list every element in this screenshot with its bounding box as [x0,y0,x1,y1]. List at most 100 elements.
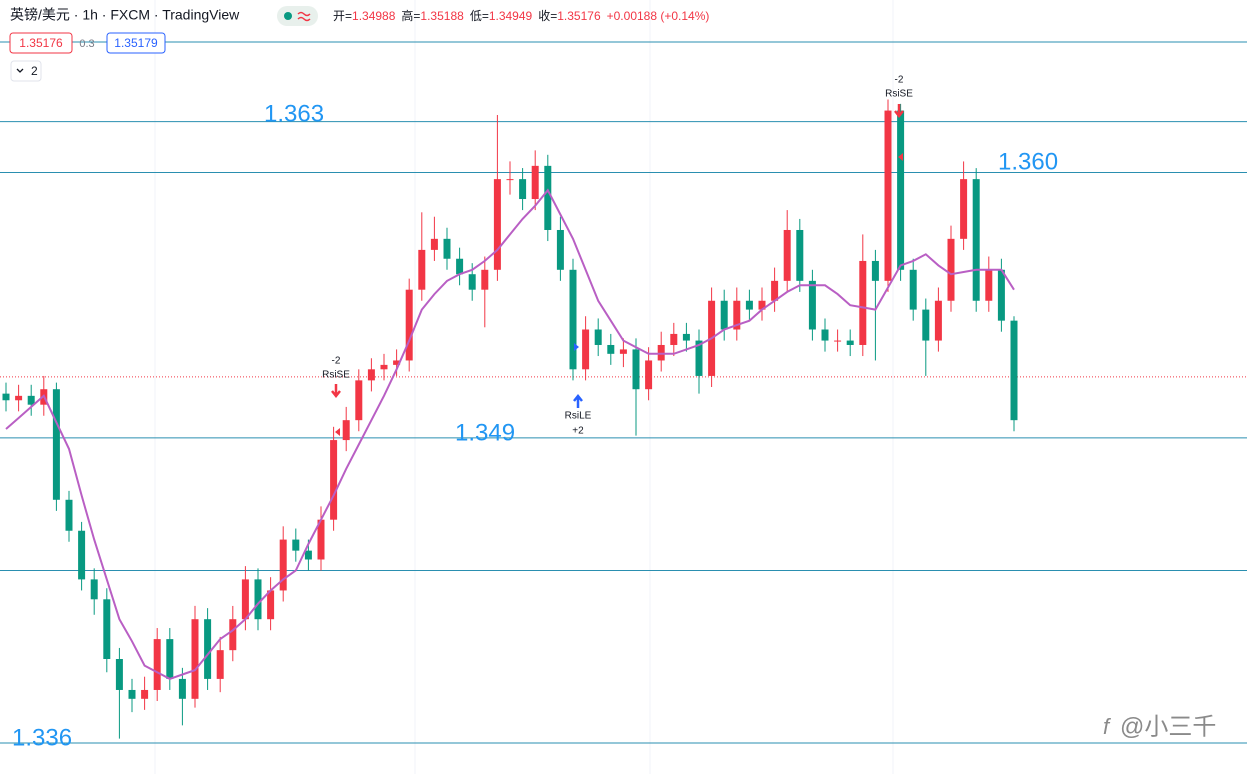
level-label: 1.349 [455,419,515,446]
level-label: 1.363 [264,100,324,127]
candle-body [330,440,338,520]
moving-average [5,188,1015,680]
candle-body [997,269,1005,321]
signal-arrow [894,104,904,119]
candle-body [821,329,829,341]
ask-price: 1.35179 [114,36,158,50]
signal-arrow [573,393,583,408]
level-label: 1.360 [998,148,1058,175]
candle-body [796,229,804,281]
candle-body [279,539,287,591]
candle-body [367,369,375,381]
ohlc-label: 高= [401,8,420,23]
spread: 0.3 [79,38,94,50]
ohlc-value: 1.35188 [420,9,464,23]
candle-body [1010,320,1018,421]
candle-body [78,530,86,580]
ohlc-readout: 开=1.34988 高=1.35188 低=1.34949 收=1.35176 +0.0… [333,8,709,23]
candle-body [267,590,275,620]
candle-body [582,329,590,370]
chevron-icon [16,68,24,73]
ohlc-value: 1.35176 [557,9,601,23]
candle-body [481,269,489,290]
candle-body [531,165,539,200]
candle-body [897,110,905,270]
candle-body [544,165,552,230]
ohlc-label: 开= [333,9,352,23]
candle-body [241,579,249,620]
candle-body [569,269,577,370]
candle-body [2,393,10,401]
candle-body [632,349,640,390]
candle-body [657,344,665,361]
candle-body [808,280,816,330]
candle-body [342,420,350,441]
candle-body [758,300,766,310]
status-dot [284,12,292,20]
candle-body [456,258,464,275]
candle-body [859,260,867,345]
indicator-toggle[interactable] [10,60,42,82]
candle-body [65,499,73,531]
signal-name: RsiSE [322,370,350,381]
ohlc-label: 低= [470,9,489,23]
candle-body [405,289,413,361]
candle-body [103,599,111,660]
status-badge[interactable] [277,6,318,26]
candle-body [733,300,741,330]
candle-body [443,238,451,259]
candle-body [304,550,312,560]
candle-body [254,579,262,620]
ask-box[interactable] [106,32,166,54]
candle-body [430,238,438,250]
candle-body [834,340,842,342]
watermark-logo: f [1103,714,1112,739]
candle-body [166,639,174,679]
candle-body [594,329,602,345]
candle-body [846,340,854,345]
candle-body [52,389,60,500]
indicator-count: 2 [31,64,38,78]
candle-body [783,229,791,281]
signal-qty: -2 [895,75,904,86]
ohlc-label: 收= [538,9,557,23]
signal-name: RsiLE [565,411,592,422]
candle-body [90,579,98,600]
candle-body [670,333,678,345]
candle-body [393,360,401,365]
candle-body [418,249,426,290]
candle-body [985,269,993,301]
candle-body [355,380,363,421]
candle-body [292,539,300,551]
candle-body [607,344,615,354]
candle-body [934,300,942,341]
signal-marker [898,153,903,161]
candle-body [128,689,136,699]
ohlc-value: 1.34988 [352,9,396,23]
candle-body [380,364,388,370]
signal-qty: +2 [572,426,584,437]
candle-body [720,300,728,330]
candle-body [909,269,917,310]
watermark: f @小三千 [1103,713,1216,740]
signal-name: RsiSE [885,89,913,100]
candle-body [178,678,186,699]
candle-body [771,280,779,301]
candle-body [519,179,527,200]
candle-body [229,619,237,651]
bid-box[interactable] [9,32,73,54]
candle-body [204,619,212,679]
candle-body [191,619,199,699]
bid-price: 1.35176 [19,36,63,50]
candle-body [141,689,149,699]
watermark-text: @小三千 [1120,713,1216,740]
candle-body [884,110,892,281]
status-icon [297,11,311,22]
ohlc-change: +0.00188 (+0.14%) [607,9,710,23]
candle-body [27,395,35,405]
level-label: 1.336 [12,724,72,751]
ohlc-value: 1.34949 [489,9,533,23]
